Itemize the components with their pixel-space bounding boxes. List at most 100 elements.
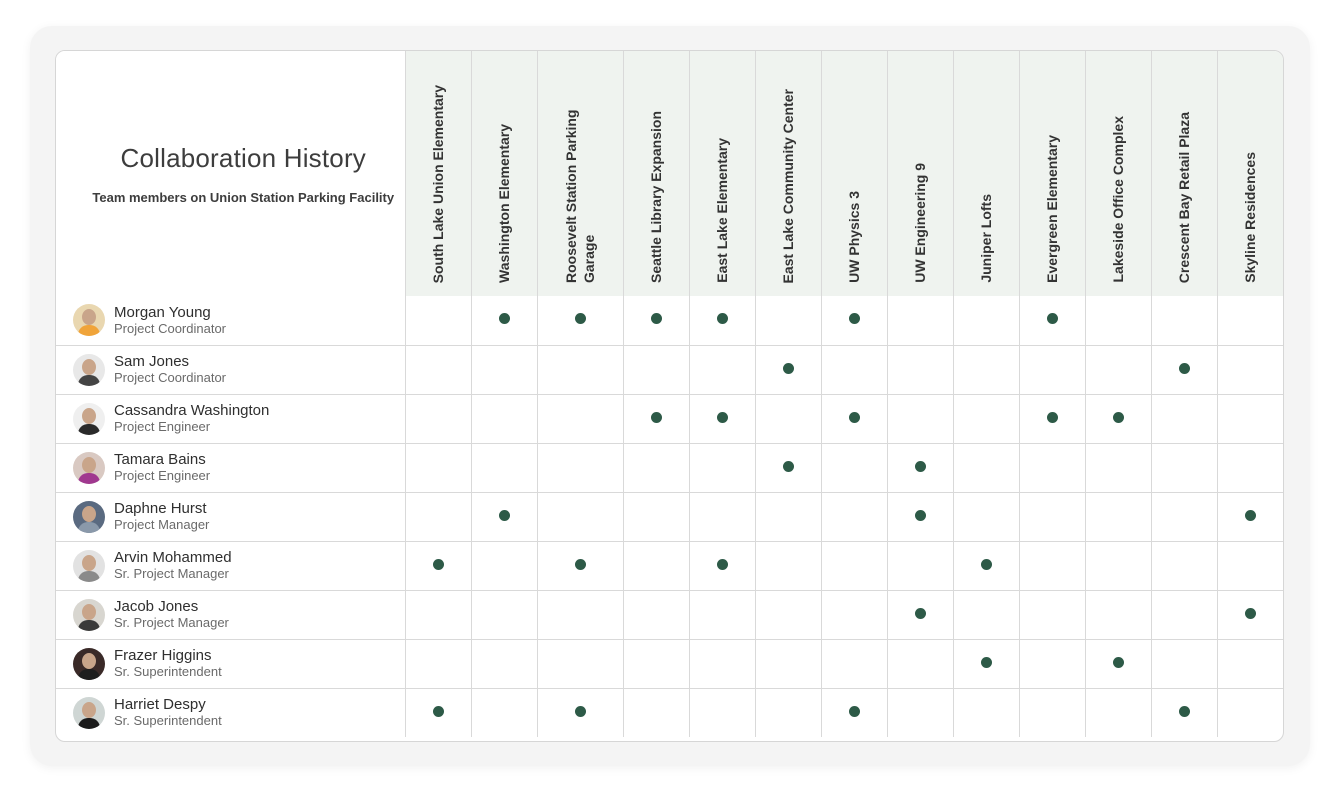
matrix-cell[interactable] — [1216, 687, 1283, 737]
project-header[interactable]: Lakeside Office Complex — [1084, 51, 1152, 296]
matrix-cell[interactable] — [886, 442, 954, 493]
matrix-cell[interactable] — [404, 491, 472, 542]
matrix-cell[interactable] — [622, 344, 690, 395]
member-cell[interactable]: Jacob Jones Sr. Project Manager — [56, 589, 406, 640]
matrix-cell[interactable] — [622, 540, 690, 591]
matrix-cell[interactable] — [536, 344, 624, 395]
member[interactable]: Cassandra Washington Project Engineer — [56, 395, 405, 443]
matrix-cell[interactable] — [1216, 442, 1283, 493]
matrix-cell[interactable] — [952, 687, 1020, 737]
matrix-cell[interactable] — [754, 491, 822, 542]
matrix-cell[interactable] — [886, 540, 954, 591]
matrix-cell[interactable] — [622, 442, 690, 493]
matrix-cell[interactable] — [404, 442, 472, 493]
matrix-cell[interactable] — [622, 687, 690, 737]
matrix-cell[interactable] — [404, 589, 472, 640]
matrix-cell[interactable] — [952, 393, 1020, 444]
matrix-cell[interactable] — [886, 393, 954, 444]
matrix-cell[interactable] — [952, 491, 1020, 542]
matrix-cell[interactable] — [820, 540, 888, 591]
matrix-cell[interactable] — [1150, 491, 1218, 542]
matrix-cell[interactable] — [688, 393, 756, 444]
member[interactable]: Frazer Higgins Sr. Superintendent — [56, 640, 405, 688]
matrix-cell[interactable] — [952, 442, 1020, 493]
member[interactable]: Jacob Jones Sr. Project Manager — [56, 591, 405, 639]
matrix-cell[interactable] — [404, 344, 472, 395]
member[interactable]: Morgan Young Project Coordinator — [56, 296, 405, 344]
matrix-cell[interactable] — [470, 638, 538, 689]
matrix-cell[interactable] — [622, 589, 690, 640]
matrix-cell[interactable] — [470, 491, 538, 542]
member-cell[interactable]: Harriet Despy Sr. Superintendent — [56, 687, 406, 737]
matrix-cell[interactable] — [952, 638, 1020, 689]
member-cell[interactable]: Cassandra Washington Project Engineer — [56, 393, 406, 444]
matrix-cell[interactable] — [1018, 687, 1086, 737]
matrix-cell[interactable] — [404, 296, 472, 346]
member-cell[interactable]: Morgan Young Project Coordinator — [56, 296, 406, 346]
matrix-cell[interactable] — [536, 687, 624, 737]
member-cell[interactable]: Daphne Hurst Project Manager — [56, 491, 406, 542]
matrix-cell[interactable] — [1150, 296, 1218, 346]
matrix-cell[interactable] — [536, 296, 624, 346]
matrix-cell[interactable] — [1018, 393, 1086, 444]
matrix-cell[interactable] — [688, 589, 756, 640]
matrix-cell[interactable] — [1084, 687, 1152, 737]
matrix-cell[interactable] — [820, 442, 888, 493]
matrix-cell[interactable] — [1018, 491, 1086, 542]
matrix-cell[interactable] — [470, 589, 538, 640]
member-cell[interactable]: Arvin Mohammed Sr. Project Manager — [56, 540, 406, 591]
matrix-cell[interactable] — [754, 638, 822, 689]
matrix-cell[interactable] — [404, 687, 472, 737]
matrix-cell[interactable] — [470, 687, 538, 737]
matrix-cell[interactable] — [754, 393, 822, 444]
project-header[interactable]: Roosevelt Station Parking Garage — [536, 51, 624, 296]
matrix-cell[interactable] — [1084, 442, 1152, 493]
project-header[interactable]: Crescent Bay Retail Plaza — [1150, 51, 1218, 296]
matrix-cell[interactable] — [1150, 540, 1218, 591]
matrix-cell[interactable] — [622, 491, 690, 542]
project-header[interactable]: UW Engineering 9 — [886, 51, 954, 296]
matrix-cell[interactable] — [1150, 589, 1218, 640]
matrix-cell[interactable] — [1084, 491, 1152, 542]
matrix-cell[interactable] — [1216, 540, 1283, 591]
matrix-cell[interactable] — [688, 540, 756, 591]
matrix-cell[interactable] — [688, 344, 756, 395]
matrix-cell[interactable] — [952, 344, 1020, 395]
matrix-cell[interactable] — [886, 687, 954, 737]
project-header[interactable]: Seattle Library Expansion — [622, 51, 690, 296]
matrix-cell[interactable] — [754, 687, 822, 737]
matrix-cell[interactable] — [404, 638, 472, 689]
matrix-cell[interactable] — [886, 296, 954, 346]
matrix-cell[interactable] — [536, 491, 624, 542]
matrix-cell[interactable] — [622, 638, 690, 689]
project-header[interactable]: East Lake Elementary — [688, 51, 756, 296]
member[interactable]: Daphne Hurst Project Manager — [56, 493, 405, 541]
member[interactable]: Sam Jones Project Coordinator — [56, 346, 405, 394]
matrix-cell[interactable] — [1084, 540, 1152, 591]
matrix-cell[interactable] — [1084, 589, 1152, 640]
matrix-cell[interactable] — [1216, 344, 1283, 395]
matrix-cell[interactable] — [820, 491, 888, 542]
matrix-cell[interactable] — [754, 540, 822, 591]
matrix-cell[interactable] — [1216, 491, 1283, 542]
matrix-cell[interactable] — [1018, 442, 1086, 493]
matrix-cell[interactable] — [1150, 442, 1218, 493]
matrix-cell[interactable] — [754, 589, 822, 640]
matrix-cell[interactable] — [886, 344, 954, 395]
project-header[interactable]: Skyline Residences — [1216, 51, 1283, 296]
matrix-cell[interactable] — [688, 442, 756, 493]
matrix-cell[interactable] — [1216, 638, 1283, 689]
project-header[interactable]: Juniper Lofts — [952, 51, 1020, 296]
matrix-cell[interactable] — [952, 540, 1020, 591]
matrix-cell[interactable] — [754, 296, 822, 346]
matrix-cell[interactable] — [536, 442, 624, 493]
matrix-cell[interactable] — [1018, 540, 1086, 591]
member-cell[interactable]: Sam Jones Project Coordinator — [56, 344, 406, 395]
matrix-cell[interactable] — [754, 442, 822, 493]
matrix-cell[interactable] — [820, 638, 888, 689]
matrix-cell[interactable] — [886, 491, 954, 542]
member-cell[interactable]: Frazer Higgins Sr. Superintendent — [56, 638, 406, 689]
matrix-cell[interactable] — [1084, 344, 1152, 395]
matrix-cell[interactable] — [688, 638, 756, 689]
matrix-cell[interactable] — [536, 540, 624, 591]
